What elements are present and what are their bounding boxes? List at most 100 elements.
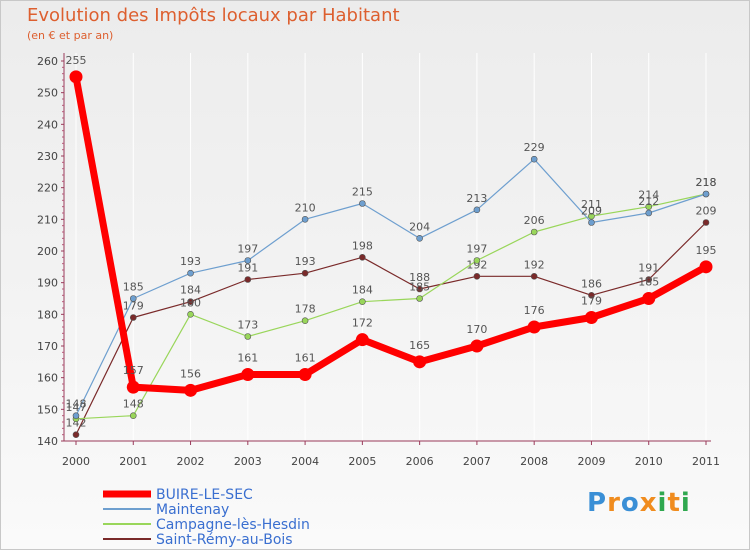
data-point [355, 333, 369, 347]
data-label: 212 [638, 195, 659, 208]
legend-label: Saint-Rémy-au-Bois [156, 532, 293, 548]
y-tick-label: 180 [37, 308, 58, 321]
data-label: 255 [66, 54, 87, 67]
data-point [413, 355, 427, 369]
data-point [642, 292, 656, 305]
data-label: 210 [295, 201, 316, 214]
data-label: 211 [581, 198, 602, 211]
logo-letter: i [657, 488, 668, 518]
data-point [301, 269, 309, 277]
legend-label: Campagne-lès-Hesdin [156, 517, 310, 533]
data-point [241, 368, 255, 381]
data-label: 184 [352, 284, 373, 297]
data-point [244, 333, 252, 340]
data-label: 172 [352, 317, 373, 330]
data-label: 204 [409, 220, 430, 233]
y-tick-label: 140 [37, 435, 58, 448]
data-label: 192 [524, 258, 545, 271]
data-label: 157 [123, 364, 144, 377]
series-line-1 [75, 158, 707, 417]
data-label: 209 [581, 205, 602, 218]
data-point [702, 190, 710, 198]
logo-letter: i [680, 488, 691, 518]
data-label: 185 [123, 281, 144, 294]
legend-label: Maintenay [156, 502, 229, 518]
data-label: 218 [696, 176, 717, 189]
data-point [244, 276, 252, 283]
data-label: 179 [581, 295, 602, 308]
x-tick-label: 2005 [348, 455, 376, 468]
data-point [588, 219, 595, 226]
series-line-2 [75, 193, 707, 420]
data-point [588, 212, 595, 220]
data-label: 185 [409, 281, 430, 294]
data-label: 173 [237, 319, 258, 332]
data-point [473, 206, 481, 214]
data-label: 188 [409, 271, 430, 284]
data-label: 184 [180, 284, 201, 297]
data-point [473, 257, 481, 264]
series-line-0 [72, 73, 710, 394]
data-point [187, 269, 194, 277]
data-point [72, 412, 80, 419]
data-label: 197 [237, 243, 258, 256]
logo-letter: x [639, 488, 658, 518]
data-label: 161 [295, 352, 316, 365]
logo-letter: o [620, 488, 640, 518]
data-label: 197 [466, 243, 487, 256]
data-label: 191 [237, 262, 258, 275]
logo-letter: r [607, 488, 621, 518]
data-point [645, 203, 653, 210]
data-label: 229 [524, 141, 545, 154]
data-label: 186 [581, 277, 602, 290]
data-label: 198 [352, 239, 373, 252]
data-point [184, 383, 198, 397]
data-label: 214 [638, 189, 659, 202]
data-label: 148 [123, 398, 144, 411]
data-label: 161 [237, 352, 258, 365]
x-tick-label: 2004 [291, 455, 319, 468]
data-point [584, 311, 598, 324]
y-tick-label: 210 [37, 213, 58, 226]
data-point [588, 292, 595, 299]
y-tick-label: 240 [37, 118, 58, 131]
data-point [359, 298, 366, 305]
proxiti-logo: Proxiti [587, 488, 691, 518]
data-point [129, 412, 137, 419]
y-tick-label: 150 [37, 403, 58, 416]
logo-letter: t [667, 488, 681, 518]
data-point [416, 285, 423, 293]
data-point [645, 276, 653, 283]
data-point [416, 235, 423, 242]
data-label: 148 [66, 398, 87, 411]
data-point [129, 314, 137, 321]
data-point [699, 260, 713, 274]
data-label: 215 [352, 186, 373, 199]
chart-subtitle: (en € et par an) [27, 29, 114, 42]
data-point [298, 368, 312, 381]
y-tick-label: 230 [37, 150, 58, 163]
series-line-3 [75, 221, 707, 436]
data-point [244, 257, 252, 264]
legend-label: BUIRE-LE-SEC [156, 487, 253, 503]
data-point [301, 317, 309, 324]
data-point [702, 219, 710, 226]
data-label: 180 [180, 296, 201, 309]
y-tick-label: 250 [37, 87, 58, 100]
data-point [187, 298, 194, 305]
data-point [359, 200, 366, 207]
data-label: 213 [466, 192, 487, 205]
data-label: 218 [696, 176, 717, 189]
data-label: 170 [466, 323, 487, 336]
x-tick-label: 2000 [62, 455, 90, 468]
data-label: 156 [180, 367, 201, 380]
x-tick-label: 2001 [119, 455, 147, 468]
data-label: 142 [66, 417, 87, 430]
y-tick-label: 200 [37, 245, 58, 258]
data-point [530, 155, 538, 163]
y-tick-label: 170 [37, 340, 58, 353]
data-point [530, 228, 538, 236]
y-tick-label: 160 [37, 372, 58, 385]
data-point [530, 273, 538, 280]
